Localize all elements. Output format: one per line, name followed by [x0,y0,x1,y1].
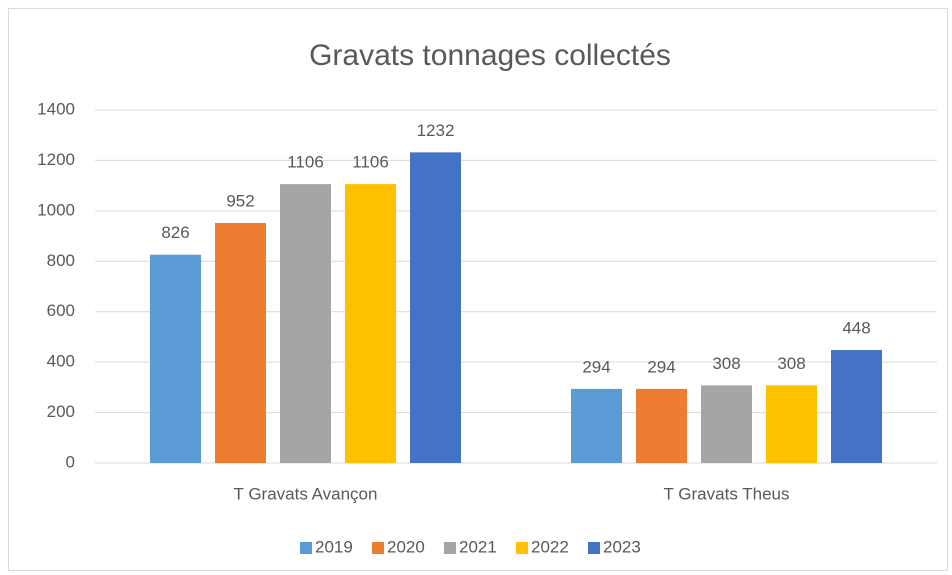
data-label: 1106 [352,153,389,172]
bar [215,222,266,463]
data-label: 294 [647,357,675,376]
data-label: 1106 [287,153,324,172]
y-tick-label: 800 [47,251,75,270]
legend-label: 2020 [387,537,425,556]
data-label: 294 [582,357,610,376]
bar [345,184,396,463]
y-tick-label: 1200 [37,150,75,169]
x-tick-label: T Gravats Theus [664,484,790,503]
bar [636,388,687,463]
x-tick-label: T Gravats Avançon [234,484,378,503]
legend-swatch [516,542,528,554]
chart-border [8,8,948,571]
y-tick-label: 200 [47,402,75,421]
legend-swatch [444,542,456,554]
data-label: 826 [161,223,189,242]
bar [280,184,331,463]
legend-label: 2022 [531,537,569,556]
bar [766,385,817,463]
legend-swatch [300,542,312,554]
y-tick-label: 1000 [37,200,75,219]
legend-swatch [372,542,384,554]
y-tick-label: 1400 [37,99,75,118]
data-label: 1232 [417,121,455,140]
bar [150,254,201,463]
data-label: 308 [712,354,740,373]
bar [831,350,882,463]
legend-label: 2021 [459,537,497,556]
data-label: 308 [777,354,805,373]
y-tick-label: 400 [47,352,75,371]
y-tick-label: 0 [66,452,75,471]
data-label: 952 [226,191,254,210]
bar [701,385,752,463]
bar [410,152,461,464]
legend-label: 2023 [603,537,641,556]
legend-swatch [588,542,600,554]
chart-title: Gravats tonnages collectés [309,39,671,72]
bar [571,388,622,463]
legend-label: 2019 [315,537,353,556]
data-label: 448 [842,319,870,338]
y-tick-label: 600 [47,301,75,320]
